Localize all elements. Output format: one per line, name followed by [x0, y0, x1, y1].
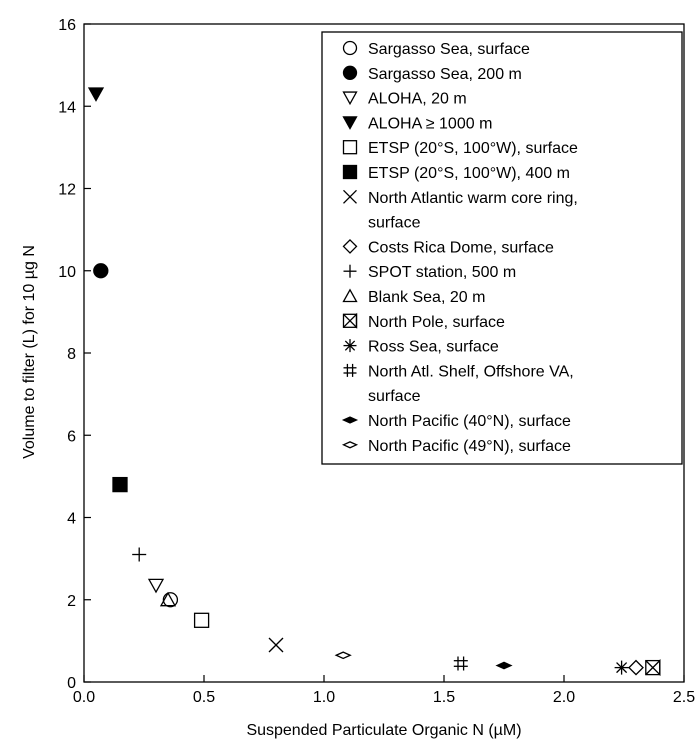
- legend-label: ETSP (20°S, 100°W), surface: [368, 140, 578, 157]
- legend-label: North Pacific (49°N), surface: [368, 438, 571, 455]
- legend-marker-3: [342, 91, 358, 106]
- legend-marker-15: [341, 441, 359, 449]
- legend-marker-11: [342, 312, 358, 329]
- data-point-2: [93, 263, 109, 279]
- legend-marker-12: [343, 339, 357, 353]
- y-tick-label: 8: [67, 346, 76, 363]
- data-point-15: [334, 651, 352, 660]
- legend-marker-2: [342, 65, 358, 80]
- legend-label: Costs Rica Dome, surface: [368, 239, 554, 256]
- y-tick-label: 14: [58, 99, 76, 116]
- legend-marker-10: [342, 288, 358, 303]
- legend-label: Sargasso Sea, surface: [368, 41, 530, 58]
- legend-marker-14: [341, 416, 359, 424]
- x-tick-label: 1.0: [313, 689, 335, 706]
- data-point-8: [628, 659, 644, 676]
- legend-marker-6: [342, 164, 358, 180]
- data-point-4: [87, 87, 105, 102]
- x-tick-label: 0.0: [73, 689, 95, 706]
- data-point-13: [453, 656, 468, 671]
- legend-label: surface: [368, 388, 421, 405]
- data-points: [87, 87, 661, 677]
- data-point-10: [159, 591, 177, 607]
- data-point-7: [268, 637, 284, 653]
- y-axis-label: Volume to filter (L) for 10 µg N: [21, 245, 38, 459]
- legend-label: surface: [368, 215, 421, 232]
- legend-label: Ross Sea, surface: [368, 339, 499, 356]
- legend-marker-7: [343, 189, 357, 204]
- legend-marker-1: [342, 40, 358, 56]
- legend-label: North Atl. Shelf, Offshore VA,: [368, 363, 574, 380]
- legend-label: North Atlantic warm core ring,: [368, 190, 578, 207]
- y-tick-label: 0: [67, 675, 76, 692]
- legend-marker-5: [342, 140, 358, 155]
- legend-box: [321, 31, 683, 465]
- legend-label: North Pacific (40°N), surface: [368, 413, 571, 430]
- legend-marker-9: [343, 264, 357, 278]
- legend-marker-8: [342, 238, 358, 254]
- data-point-11: [645, 659, 661, 677]
- legend-label: Sargasso Sea, 200 m: [368, 66, 522, 83]
- y-tick-label: 2: [67, 593, 76, 610]
- y-tick-label: 12: [58, 182, 76, 199]
- legend-label: Blank Sea, 20 m: [368, 289, 485, 306]
- legend-label: ETSP (20°S, 100°W), 400 m: [368, 165, 570, 182]
- legend-marker-13: [343, 363, 357, 377]
- data-point-5: [193, 612, 210, 628]
- x-tick-label: 0.5: [193, 689, 215, 706]
- y-tick-label: 4: [67, 511, 76, 528]
- x-tick-label: 2.0: [553, 689, 575, 706]
- y-tick-label: 10: [58, 264, 76, 281]
- data-point-12: [614, 660, 629, 675]
- legend-marker-4: [342, 116, 358, 130]
- data-point-6: [112, 476, 128, 493]
- legend-label: SPOT station, 500 m: [368, 264, 516, 281]
- y-tick-label: 16: [58, 17, 76, 34]
- legend-label: ALOHA ≥ 1000 m: [368, 115, 492, 132]
- data-point-14: [495, 661, 513, 670]
- legend: Sargasso Sea, surface Sargasso Sea, 200 m…: [321, 31, 683, 465]
- y-tick-label: 6: [67, 428, 76, 445]
- x-tick-label: 2.5: [673, 689, 695, 706]
- axes: 0.0 0.5 1.0 1.5 2.0 2.5 0 2 4 6 8 10 12 14 16: [58, 17, 695, 706]
- data-point-9: [132, 547, 147, 562]
- legend-label: North Pole, surface: [368, 314, 505, 331]
- data-point-1: [162, 592, 179, 608]
- x-axis-label: Suspended Particulate Organic N (µM): [246, 722, 521, 739]
- legend-label: ALOHA, 20 m: [368, 91, 467, 108]
- x-tick-label: 1.5: [433, 689, 455, 706]
- data-point-3: [147, 578, 165, 594]
